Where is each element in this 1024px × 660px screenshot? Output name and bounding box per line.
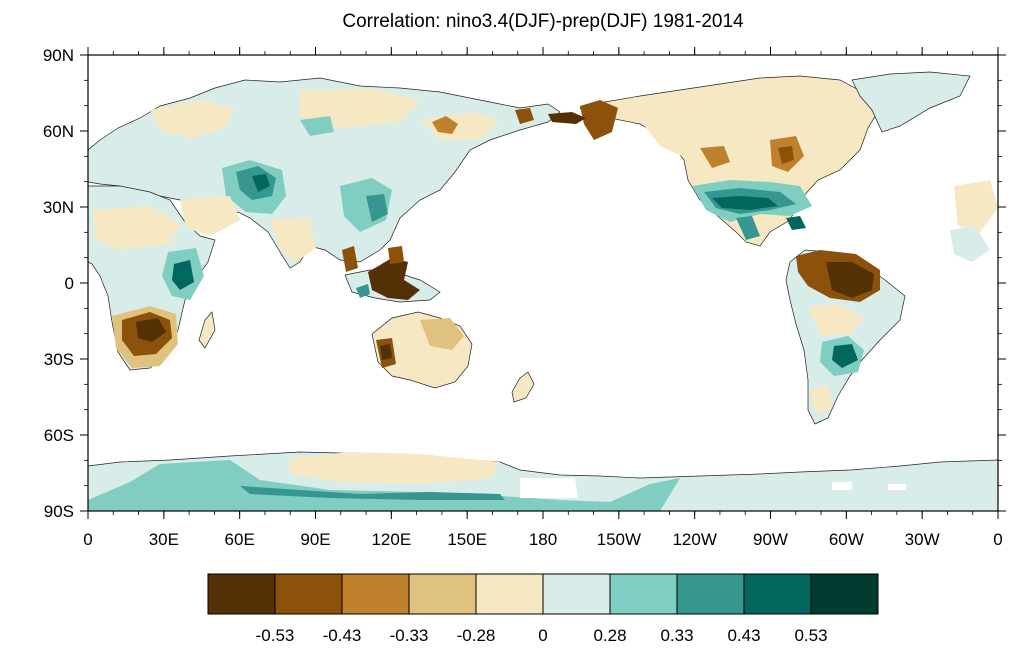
patch-antarctica-gap-3: [888, 484, 906, 490]
patch-greenland-tan: [954, 180, 998, 232]
colorbar-swatch: [475, 573, 544, 615]
patch-borneo-brown: [388, 246, 404, 264]
colorbar-labels: -0.53 -0.43 -0.33 -0.28 0 0.28 0.33 0.43 0.53: [256, 626, 828, 645]
patch-great-lakes-darkbrown: [778, 146, 794, 164]
lat-tick-label: 30S: [44, 350, 74, 369]
patch-bering-darkbrown: [548, 112, 586, 124]
correlation-patches: [88, 88, 998, 511]
patch-antarctica-dark: [240, 486, 505, 500]
patch-sahel-tan: [92, 206, 180, 250]
lon-tick-label: 30E: [149, 530, 179, 549]
lon-tick-label: 90E: [300, 530, 330, 549]
patch-us-south-core: [712, 196, 778, 210]
lon-tick-label: 0: [993, 530, 1002, 549]
land-greenland: [851, 71, 971, 133]
land-new-zealand: [511, 371, 535, 403]
lon-tick-label: 60W: [829, 530, 864, 549]
land-madagascar: [198, 311, 216, 349]
patch-mexico-teal: [736, 216, 760, 240]
lat-tick-label: 60N: [43, 122, 74, 141]
lat-tick-label: 90S: [44, 502, 74, 521]
patch-central-asia-core: [252, 174, 270, 192]
lon-tick-label: 90W: [753, 530, 788, 549]
lon-tick-label: 150W: [597, 530, 641, 549]
patch-antarctica-gap-2: [832, 482, 852, 490]
patch-south-africa-darkbrown: [136, 318, 166, 342]
lon-tick-label: 60E: [225, 530, 255, 549]
colorbar-label: -0.53: [256, 626, 295, 645]
lon-tick-label: 120E: [371, 530, 411, 549]
patch-china-dark: [366, 194, 388, 222]
colorbar-swatch: [609, 573, 678, 615]
colorbar-label: -0.43: [323, 626, 362, 645]
patch-east-africa-dark: [172, 260, 194, 290]
patch-west-australia-darkbrown: [380, 344, 392, 360]
patch-okhotsk-brown: [515, 108, 534, 124]
patch-florida-dark: [786, 216, 806, 230]
colorbar-label: -0.33: [390, 626, 429, 645]
patch-southeast-sa-dark: [832, 344, 858, 368]
patch-sumatra-teal: [356, 284, 370, 298]
colorbar-swatch: [542, 573, 611, 615]
colorbar-label: 0.28: [593, 626, 626, 645]
colorbar-label: -0.28: [457, 626, 496, 645]
axis-ticks: [80, 47, 1006, 519]
colorbar-swatch: [743, 573, 812, 615]
patch-amazon-darkbrown: [826, 262, 874, 298]
patch-brazil-tan: [808, 304, 864, 336]
map-title: Correlation: nino3.4(DJF)-prep(DJF) 1981…: [342, 11, 744, 32]
patch-indonesia-darkbrown: [368, 258, 420, 300]
patch-west-asia-tan: [180, 196, 240, 236]
colorbar-swatch: [274, 573, 343, 615]
lat-tick-label: 60S: [44, 426, 74, 445]
patch-australia-tan: [420, 318, 464, 350]
map-panel: [88, 55, 998, 511]
lon-tick-label: 180: [529, 530, 557, 549]
latitude-tick-labels: 90N 60N 30N 0 30S 60S 90S: [43, 46, 74, 521]
lon-tick-label: 150E: [447, 530, 487, 549]
colorbar-swatch: [810, 573, 879, 615]
lon-tick-label: 30W: [905, 530, 940, 549]
colorbar-label: 0: [538, 626, 547, 645]
patch-antarctica-tan: [290, 452, 500, 484]
patch-patagonia-tan: [810, 384, 832, 414]
lat-tick-label: 90N: [43, 46, 74, 65]
lon-tick-label: 120W: [672, 530, 716, 549]
lon-tick-label: 0: [83, 530, 92, 549]
colorbar: [207, 573, 879, 615]
patch-antarctica-teal: [88, 460, 680, 511]
colorbar-swatch: [408, 573, 477, 615]
patch-europe-tan: [150, 100, 235, 138]
patch-philippines-brown: [342, 246, 358, 272]
patch-kamchatka-brown: [432, 116, 458, 134]
patch-alaska-brown: [580, 100, 618, 140]
colorbar-label: 0.53: [794, 626, 827, 645]
lat-tick-label: 0: [65, 274, 74, 293]
colorbar-label: 0.43: [727, 626, 760, 645]
colorbar-swatch: [341, 573, 410, 615]
patch-antarctica-gap: [520, 478, 578, 498]
colorbar-swatch: [676, 573, 745, 615]
colorbar-label: 0.33: [660, 626, 693, 645]
colorbar-swatch: [207, 573, 276, 615]
patch-india-tan: [270, 218, 316, 262]
patch-canada-west-brown: [700, 146, 730, 168]
longitude-tick-labels: 0 30E 60E 90E 120E 150E 180 150W 120W 90W 60W 30W 0: [83, 530, 1002, 549]
patch-northeast-asia-teal: [300, 116, 334, 136]
lat-tick-label: 30N: [43, 198, 74, 217]
patch-iceland-teal: [950, 226, 990, 262]
